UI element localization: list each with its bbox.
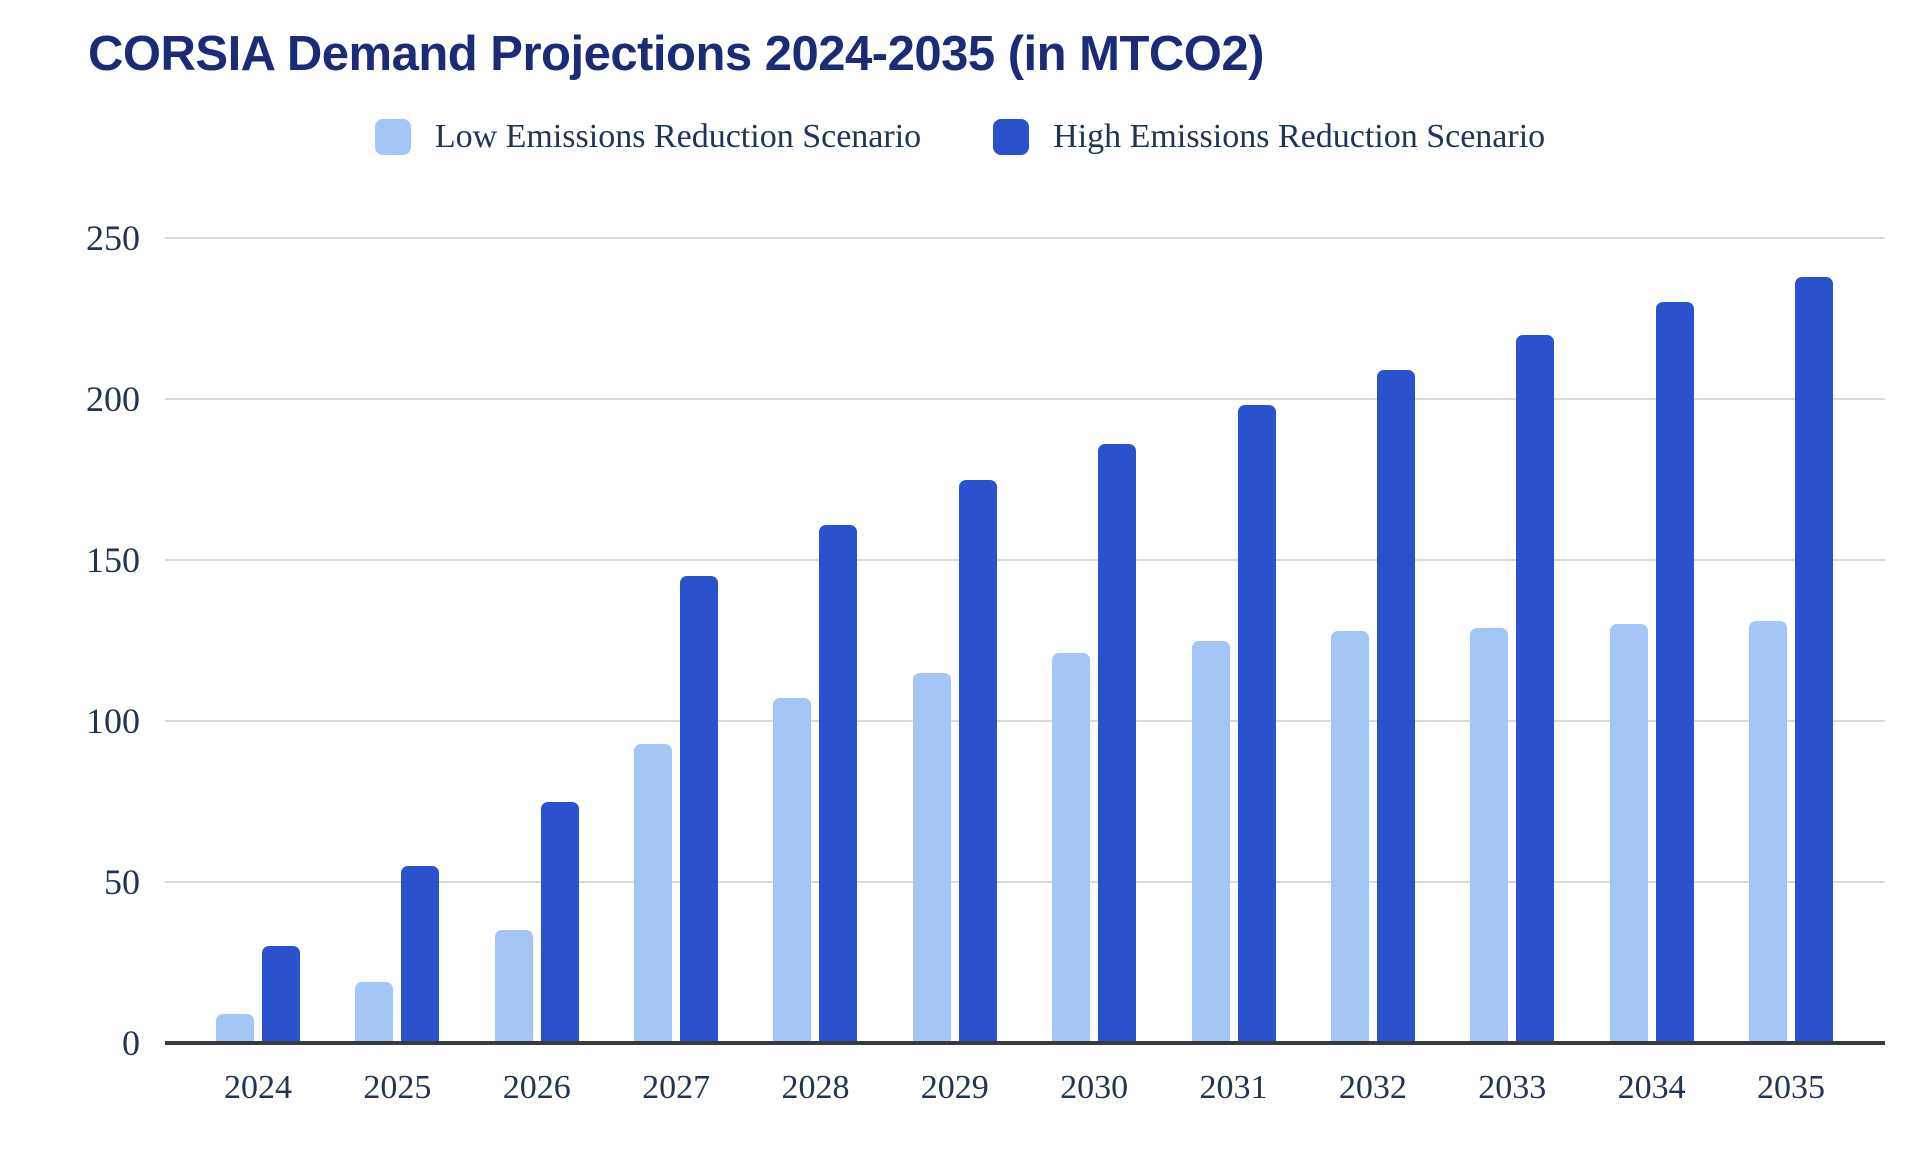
bar-2029-high: [958, 479, 997, 1043]
legend-label-low: Low Emissions Reduction Scenario: [434, 118, 922, 155]
x-axis-label-2028: 2028: [781, 1069, 850, 1106]
bar-2024-high: [262, 946, 300, 1043]
legend-item-low: Low Emissions Reduction Scenario: [374, 118, 922, 156]
y-tick-label-200: 200: [86, 379, 140, 419]
bar-2030-high: [1098, 444, 1137, 1043]
bar-2031-high: [1237, 405, 1276, 1043]
bar-2034-low: [1609, 624, 1648, 1043]
x-axis-label-2030: 2030: [1060, 1069, 1129, 1106]
y-tick-label-50: 50: [104, 862, 140, 902]
chart-legend: Low Emissions Reduction Scenario High Em…: [0, 118, 1920, 156]
y-tick-label-0: 0: [122, 1023, 140, 1063]
bar-2035-high: [1794, 276, 1833, 1043]
y-tick-label-150: 150: [86, 540, 140, 580]
bar-2032-high: [1376, 370, 1415, 1043]
legend-swatch-high-icon: [993, 119, 1030, 155]
gridline-y-200: [165, 398, 1885, 400]
bar-2033-low: [1470, 627, 1509, 1043]
gridline-y-50: [165, 881, 1885, 883]
bar-2027-low: [634, 743, 673, 1043]
gridline-y-100: [165, 720, 1885, 722]
x-axis-line: [165, 1041, 1885, 1045]
bar-2027-high: [680, 576, 719, 1043]
x-axis-label-2025: 2025: [363, 1069, 432, 1106]
x-axis-label-2027: 2027: [642, 1069, 711, 1106]
x-axis-label-2033: 2033: [1478, 1069, 1547, 1106]
bar-2026-high: [540, 801, 579, 1043]
x-axis-label-2032: 2032: [1338, 1069, 1407, 1106]
x-axis-label-2029: 2029: [920, 1069, 989, 1106]
legend-item-high: High Emissions Reduction Scenario: [993, 118, 1545, 156]
bar-2033-high: [1516, 334, 1555, 1043]
bar-2026-low: [494, 930, 533, 1043]
x-axis-label-2034: 2034: [1617, 1069, 1686, 1106]
x-axis-label-2035: 2035: [1756, 1069, 1825, 1106]
gridline-y-150: [165, 559, 1885, 561]
bar-2028-low: [773, 698, 812, 1043]
bar-2025-high: [401, 865, 440, 1043]
y-tick-label-250: 250: [86, 218, 140, 258]
bar-2032-low: [1330, 630, 1369, 1043]
bar-2034-high: [1655, 302, 1694, 1043]
bar-2029-low: [912, 672, 951, 1043]
bar-2030-low: [1052, 653, 1091, 1043]
x-axis-label-2024: 2024: [224, 1069, 292, 1106]
legend-swatch-low-icon: [374, 119, 411, 155]
x-axis-label-2031: 2031: [1199, 1069, 1268, 1106]
y-tick-label-100: 100: [86, 701, 140, 741]
bar-2024-low: [216, 1014, 254, 1043]
plot-area: 0 50 100 150 200 250 2024 2025 2026 2027 2028 2029 2…: [86, 220, 1885, 1106]
bar-2025-low: [355, 981, 394, 1043]
bar-2035-low: [1748, 621, 1787, 1043]
bar-2031-low: [1191, 640, 1230, 1043]
chart-title: CORSIA Demand Projections 2024-2035 (in …: [88, 27, 1265, 81]
bar-2028-high: [819, 524, 858, 1043]
legend-label-high: High Emissions Reduction Scenario: [1053, 118, 1546, 155]
gridline-y-250: [165, 237, 1885, 239]
x-axis-label-2026: 2026: [502, 1069, 571, 1106]
